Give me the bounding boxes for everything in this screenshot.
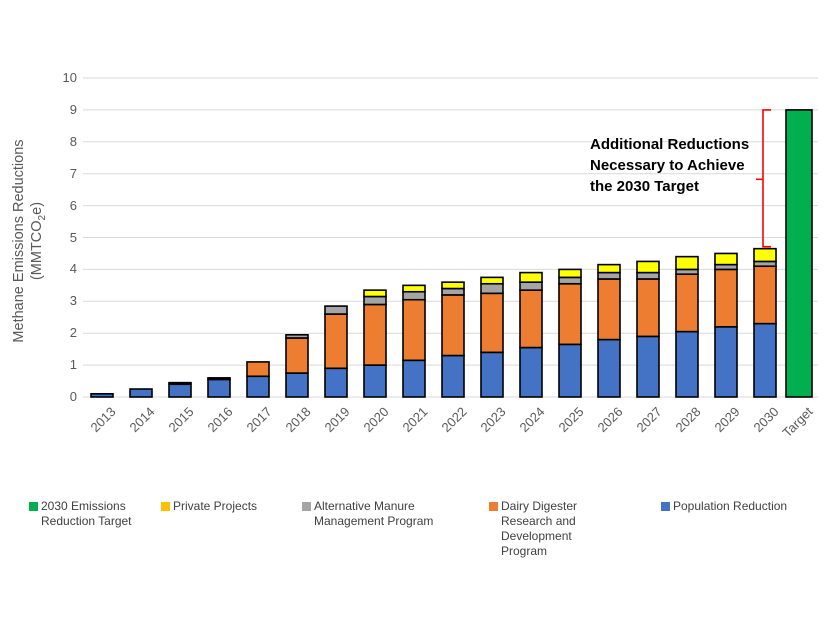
bar-segment-alternative-manure-management-program-2019 (324, 305, 348, 315)
bar-segment-population-reduction-2025 (558, 343, 582, 398)
legend-swatch-private-projects (161, 502, 170, 511)
bar-segment-private-projects-2028 (675, 255, 699, 271)
bar-segment-population-reduction-2017 (246, 375, 270, 398)
bar-segment-dairy-digester-research-and-development-program-2020 (363, 303, 387, 366)
legend-swatch-2030-emissions-reduction-target (29, 502, 38, 511)
bar-segment-population-reduction-2021 (402, 359, 426, 398)
bar-segment-population-reduction-2030 (753, 322, 777, 398)
legend-label: Alternative Manure Management Program (314, 499, 434, 528)
y-tick-label-5: 5 (69, 229, 77, 245)
legend-item-2030-emissions-reduction-target: 2030 Emissions Reduction Target (29, 499, 139, 529)
bar-segment-dairy-digester-research-and-development-program-2018 (285, 337, 309, 374)
y-tick-label-0: 0 (69, 389, 77, 404)
bar-segment-population-reduction-2026 (597, 338, 621, 398)
y-tick-label-6: 6 (69, 197, 77, 213)
bar-segment-private-projects-2026 (597, 263, 621, 274)
bar-segment-dairy-digester-research-and-development-program-2017 (246, 361, 270, 378)
legend-item-private-projects: Private Projects (161, 499, 276, 514)
bar-segment-private-projects-2024 (519, 271, 543, 283)
legend-label: Private Projects (173, 499, 258, 513)
bar-segment-dairy-digester-research-and-development-program-2022 (441, 294, 465, 357)
plot-area (83, 77, 818, 398)
bar-segment-population-reduction-2013 (90, 393, 114, 398)
legend-item-population-reduction: Population Reduction (661, 499, 811, 514)
bar-segment-dairy-digester-research-and-development-program-2028 (675, 273, 699, 333)
bar-segment-private-projects-2029 (714, 252, 738, 266)
bar-segment-dairy-digester-research-and-development-program-2021 (402, 298, 426, 362)
bar-segment-population-reduction-2019 (324, 367, 348, 398)
bar-segment-alternative-manure-management-program-2026 (597, 271, 621, 280)
bar-segment-alternative-manure-management-program-2022 (441, 287, 465, 296)
annotation-line: the 2030 Target (590, 178, 699, 195)
bar-segment-population-reduction-2020 (363, 364, 387, 398)
bar-segment-population-reduction-2024 (519, 346, 543, 398)
annotation-line: Necessary to Achieve (590, 157, 745, 174)
bar-segment-private-projects-2027 (636, 260, 660, 274)
bar-segment-alternative-manure-management-program-2020 (363, 295, 387, 306)
bar-segment-private-projects-2021 (402, 284, 426, 293)
bar-segment-dairy-digester-research-and-development-program-2024 (519, 289, 543, 349)
bar-segment-private-projects-2023 (480, 276, 504, 285)
legend-swatch-dairy-digester-research-and-development-program (489, 502, 498, 511)
bar-segment-dairy-digester-research-and-development-program-2015 (168, 381, 192, 386)
bar-segment-private-projects-2025 (558, 268, 582, 279)
bar-segment-private-projects-2022 (441, 281, 465, 290)
bar-segment-population-reduction-2016 (207, 378, 231, 398)
bar-segment-dairy-digester-research-and-development-program-2016 (207, 377, 231, 381)
y-axis-title-line1: Methane Emissions Reductions (11, 139, 27, 343)
y-tick-label-1: 1 (69, 357, 77, 373)
y-tick-label-2: 2 (69, 325, 77, 341)
bar-segment-private-projects-2020 (363, 289, 387, 298)
y-tick-label-7: 7 (69, 165, 77, 181)
bar-segment-alternative-manure-management-program-2024 (519, 281, 543, 291)
bar-segment-alternative-manure-management-program-2018 (285, 333, 309, 339)
legend-item-dairy-digester-research-and-development-program: Dairy Digester Research and Development … (489, 499, 621, 559)
legend-label: 2030 Emissions Reduction Target (41, 499, 132, 528)
y-tick-label-9: 9 (69, 101, 77, 117)
bar-segment-alternative-manure-management-program-2023 (480, 282, 504, 295)
bar-segment-dairy-digester-research-and-development-program-2029 (714, 268, 738, 328)
bar-segment-population-reduction-2027 (636, 335, 660, 398)
bar-segment-population-reduction-2014 (129, 388, 153, 398)
bar-segment-population-reduction-2015 (168, 383, 192, 398)
y-tick-label-10: 10 (62, 70, 77, 85)
bar-segment-population-reduction-2029 (714, 326, 738, 398)
annotation-text: Additional Reductions Necessary to Achie… (590, 134, 775, 197)
legend-item-alternative-manure-management-program: Alternative Manure Management Program (302, 499, 438, 529)
bar-segment-dairy-digester-research-and-development-program-2025 (558, 282, 582, 346)
bar-segment-alternative-manure-management-program-2021 (402, 290, 426, 301)
bar-segment-dairy-digester-research-and-development-program-2026 (597, 278, 621, 341)
y-tick-label-8: 8 (69, 133, 77, 149)
bar-segment-population-reduction-2028 (675, 330, 699, 398)
bar-segment-population-reduction-2018 (285, 372, 309, 398)
bar-segment-dairy-digester-research-and-development-program-2019 (324, 313, 348, 370)
y-tick-label-3: 3 (69, 293, 77, 309)
bar-segment-2030-emissions-reduction-target-target (785, 109, 813, 398)
legend-label: Population Reduction (673, 499, 788, 513)
bar-segment-dairy-digester-research-and-development-program-2030 (753, 265, 777, 325)
bar-segment-alternative-manure-management-program-2027 (636, 271, 660, 280)
legend-label: Dairy Digester Research and Development … (501, 499, 578, 558)
bar-segment-population-reduction-2023 (480, 351, 504, 398)
bar-segment-population-reduction-2022 (441, 354, 465, 398)
annotation-bracket (756, 109, 771, 248)
legend-swatch-population-reduction (661, 502, 670, 511)
bar-segment-dairy-digester-research-and-development-program-2023 (480, 292, 504, 354)
legend-swatch-alternative-manure-management-program (302, 502, 311, 511)
y-tick-label-4: 4 (69, 261, 77, 277)
bar-segment-dairy-digester-research-and-development-program-2027 (636, 278, 660, 338)
bar-segment-alternative-manure-management-program-2025 (558, 276, 582, 285)
annotation-line: Additional Reductions (590, 136, 750, 153)
bar-segment-private-projects-2030 (753, 247, 777, 263)
